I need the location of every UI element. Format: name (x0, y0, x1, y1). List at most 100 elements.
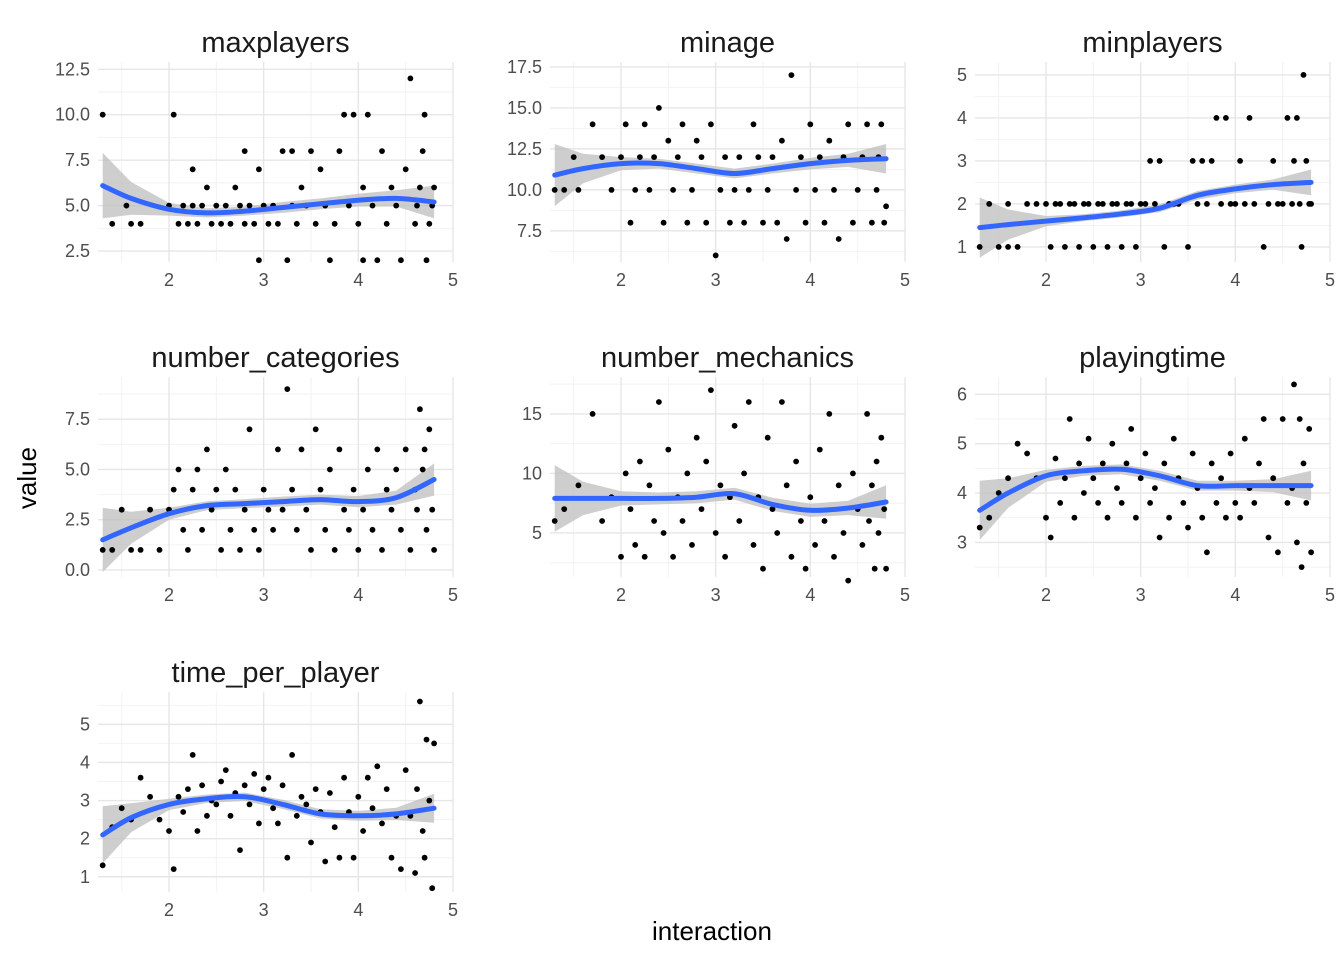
data-point (812, 187, 818, 193)
data-point (986, 201, 993, 207)
data-point (213, 801, 220, 808)
data-point (646, 187, 653, 193)
data-point (1099, 460, 1106, 467)
data-point (821, 219, 828, 226)
data-point (1237, 514, 1243, 521)
data-point (1180, 500, 1187, 506)
data-point (1109, 440, 1116, 447)
data-point (218, 778, 225, 785)
data-point (712, 252, 719, 259)
data-point (618, 154, 624, 161)
data-point (241, 220, 248, 227)
data-point (873, 187, 880, 193)
data-point (881, 506, 888, 512)
data-point (118, 805, 125, 812)
data-point (388, 506, 395, 513)
data-point (1118, 244, 1125, 250)
data-point (312, 786, 319, 792)
x-tick-label: 5 (900, 270, 910, 290)
data-point (1199, 514, 1206, 521)
data-point (350, 111, 357, 118)
y-tick-label: 10.0 (55, 105, 90, 125)
data-point (840, 530, 847, 536)
data-point (1104, 514, 1111, 521)
data-point (1251, 500, 1258, 506)
data-point (878, 434, 885, 441)
data-point (1291, 381, 1297, 388)
data-point (289, 486, 295, 493)
data-point (237, 547, 243, 553)
data-point (379, 820, 385, 827)
data-point (1095, 500, 1101, 506)
data-point (137, 547, 144, 553)
data-point (298, 184, 305, 191)
data-point (1142, 450, 1149, 457)
data-point (383, 786, 390, 792)
data-point (693, 137, 700, 144)
facet-title: minplayers (1082, 27, 1222, 59)
y-tick-label: 10 (522, 463, 542, 483)
data-point (398, 257, 404, 264)
data-point (1208, 158, 1215, 164)
data-point (251, 771, 258, 777)
data-point (693, 434, 700, 441)
data-point (869, 219, 875, 226)
data-point (708, 121, 714, 128)
data-point (137, 774, 144, 781)
data-point (774, 219, 781, 226)
data-point (241, 782, 248, 789)
facet-panel-minplayers: 2 3 4 5 1 2 3 4 5 minplayers (957, 27, 1335, 290)
data-point (651, 518, 657, 524)
data-point (265, 220, 272, 227)
data-point (850, 219, 856, 226)
y-tick-label: 1 (957, 237, 967, 257)
data-point (1005, 201, 1011, 207)
data-point (1284, 115, 1291, 121)
data-point (869, 482, 875, 489)
data-point (551, 518, 558, 524)
data-point (284, 854, 291, 861)
data-point (632, 542, 639, 548)
data-point (627, 219, 634, 226)
data-point (185, 220, 191, 227)
data-point (1289, 201, 1295, 207)
data-point (1303, 500, 1310, 506)
data-point (270, 526, 276, 533)
data-point (199, 202, 206, 209)
data-point (284, 257, 291, 264)
data-point (123, 202, 130, 209)
smooth-trend-line (100, 793, 437, 838)
data-point (128, 220, 135, 227)
data-point (670, 553, 676, 560)
x-tick-label: 5 (448, 585, 458, 605)
smooth-trend-line (552, 156, 889, 178)
data-point (189, 486, 196, 493)
data-point (717, 187, 724, 193)
data-point (369, 526, 376, 533)
data-point (426, 797, 433, 804)
data-point (227, 812, 234, 819)
data-point (1232, 500, 1239, 506)
data-point (807, 494, 814, 501)
x-tick-label: 4 (805, 585, 815, 605)
y-tick-label: 1 (80, 867, 90, 887)
data-point (128, 547, 135, 553)
y-tick-label: 2.5 (65, 241, 90, 261)
data-point (835, 236, 842, 242)
data-point (180, 202, 187, 209)
data-point (170, 111, 177, 118)
data-point (878, 121, 885, 128)
data-point (265, 774, 272, 781)
data-point (360, 828, 366, 834)
data-point (679, 518, 686, 524)
data-point (431, 184, 437, 191)
data-point (976, 524, 983, 531)
data-point (793, 187, 799, 193)
data-point (1298, 244, 1305, 250)
data-point (374, 257, 381, 264)
data-point (417, 698, 423, 705)
data-point (388, 184, 395, 191)
data-point (589, 121, 596, 128)
y-tick-label: 5 (957, 65, 967, 85)
